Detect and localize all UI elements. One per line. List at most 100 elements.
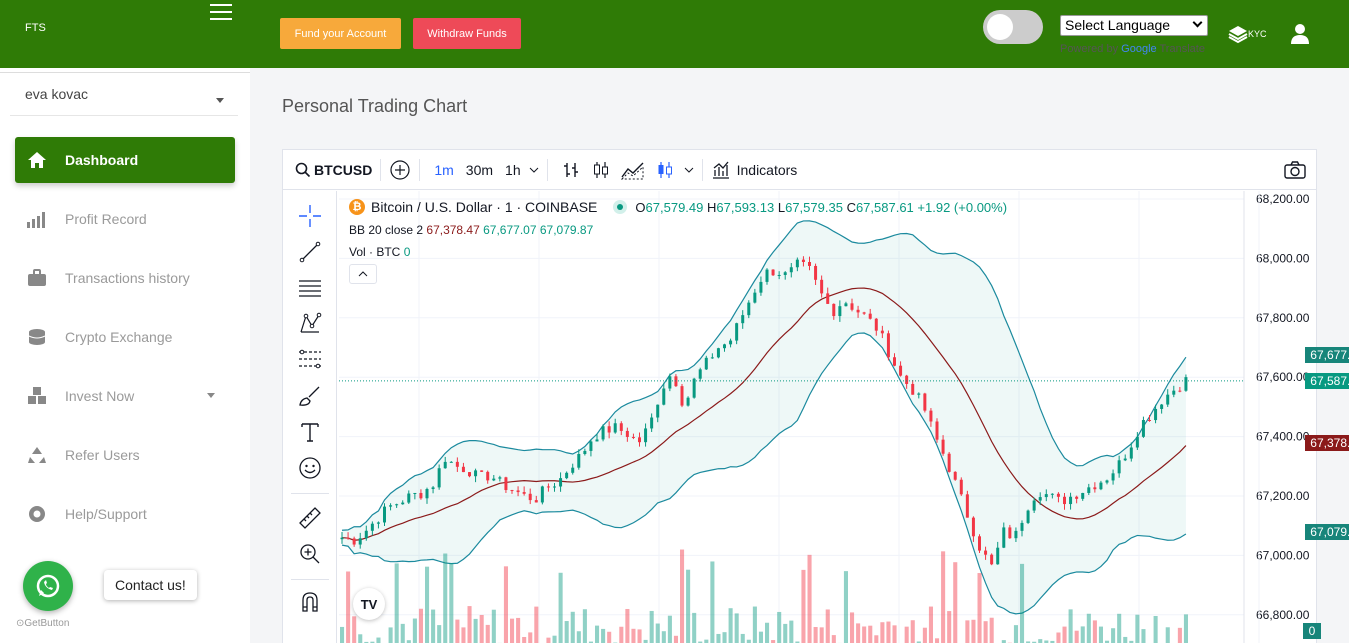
volume-bar (752, 606, 757, 643)
candle-body (346, 537, 350, 539)
sidebar-item-invest-now[interactable]: Invest Now (15, 373, 235, 419)
trend-line-icon[interactable] (297, 239, 323, 265)
volume-bar (1026, 641, 1031, 643)
hollow-candles-icon[interactable] (655, 160, 675, 180)
candle-body (510, 490, 514, 492)
layers-icon (1228, 26, 1248, 44)
volume-bar (965, 620, 970, 643)
user-menu[interactable]: eva kovac (10, 78, 238, 116)
area-chart-type-icon[interactable] (620, 160, 645, 180)
volume-bar (825, 609, 830, 643)
sidebar-item-label: Invest Now (65, 388, 135, 404)
candle-body (1032, 500, 1036, 511)
candle-body (1069, 496, 1073, 505)
candle-body (407, 493, 411, 503)
sidebar: FTS eva kovac Dashboard Profit Record Tr… (0, 0, 250, 643)
sidebar-item-transactions-history[interactable]: Transactions history (15, 255, 235, 301)
magnet-icon[interactable] (297, 589, 323, 615)
indicators-button[interactable]: Indicators (711, 160, 797, 180)
volume-bar (710, 561, 715, 643)
parallel-lines-icon[interactable] (297, 275, 323, 301)
volume-bar (412, 618, 417, 643)
chevron-down-icon[interactable] (529, 165, 539, 175)
volume-bar (880, 622, 885, 643)
bollinger-legend[interactable]: BB 20 close 2 67,378.47 67,677.07 67,079… (349, 223, 594, 237)
pattern-tool-icon[interactable] (297, 311, 323, 337)
candles-chart-type-icon[interactable] (591, 160, 611, 180)
crosshair-icon[interactable] (297, 203, 323, 229)
candlestick-chart: 68,200.00 68,000.00 67,800.00 67,600.00 67,4… (339, 191, 1310, 643)
timeframe-1h[interactable]: 1h (505, 161, 521, 178)
withdraw-funds-button[interactable]: Withdraw Funds (413, 18, 521, 49)
timeframe-1m[interactable]: 1m (434, 161, 454, 178)
sidebar-item-dashboard[interactable]: Dashboard (15, 137, 235, 183)
kyc-link[interactable]: KYC (1228, 24, 1267, 44)
volume-bar (552, 635, 557, 643)
candle-body (1014, 530, 1018, 539)
candle-body (783, 272, 787, 275)
chevron-down-icon[interactable] (684, 165, 694, 175)
search-icon (295, 162, 311, 177)
candle-body (565, 472, 569, 479)
candle-body (1184, 377, 1188, 391)
volume-bar (491, 609, 496, 643)
candle-body (808, 262, 811, 266)
symbol-title: Bitcoin / U.S. Dollar · 1 · COINBASE (371, 199, 598, 215)
candle-body (340, 537, 344, 540)
theme-toggle[interactable] (983, 10, 1043, 44)
ruler-icon[interactable] (297, 505, 323, 531)
symbol-search[interactable]: BTCUSD (295, 162, 372, 178)
volume-bar (1105, 640, 1110, 643)
sidebar-item-profit-record[interactable]: Profit Record (15, 196, 235, 242)
fib-retracement-icon[interactable] (297, 347, 323, 373)
price-chart[interactable]: 68,200.00 68,000.00 67,800.00 67,600.00 67,4… (339, 191, 1349, 643)
candle-body (480, 470, 484, 472)
text-tool-icon[interactable] (297, 419, 323, 445)
volume-bar (722, 632, 727, 643)
volume-bar (771, 640, 776, 643)
tradingview-logo[interactable]: TV (353, 588, 385, 620)
candle-body (553, 486, 556, 488)
timeframe-30m[interactable]: 30m (465, 161, 494, 178)
volume-bar (692, 612, 697, 643)
zoom-in-icon[interactable] (297, 541, 323, 567)
candle-body (383, 506, 386, 523)
candle-body (1087, 487, 1091, 493)
hamburger-menu-icon[interactable] (210, 4, 232, 22)
topbar: Fund your Account Withdraw Funds Select … (250, 0, 1349, 68)
volume-bar (479, 614, 484, 643)
fund-account-button[interactable]: Fund your Account (280, 18, 401, 49)
volume-bar (989, 617, 994, 643)
user-profile-icon[interactable] (1290, 23, 1310, 50)
volume-bar (1068, 609, 1073, 643)
volume-bar (947, 611, 952, 643)
sidebar-item-label: Transactions history (65, 270, 190, 286)
candle-body (692, 378, 696, 398)
candle-body (358, 538, 362, 545)
y-tick-label: 68,200.00 (1256, 192, 1310, 206)
camera-icon[interactable] (1284, 160, 1306, 180)
candle-body (401, 502, 405, 505)
home-icon (25, 148, 49, 172)
contact-us-tooltip[interactable]: Contact us! (104, 570, 197, 600)
volume-bar (400, 623, 405, 643)
candle-body (1178, 390, 1182, 392)
sidebar-item-label: Profit Record (65, 211, 147, 227)
ohlc-high: 67,593.13 (716, 199, 775, 215)
sidebar-item-crypto-exchange[interactable]: Crypto Exchange (15, 314, 235, 360)
bar-chart-type-icon[interactable] (561, 160, 581, 180)
getbutton-credit[interactable]: ⊙GetButton (16, 618, 70, 629)
volume-bar (904, 626, 909, 643)
candle-body (577, 453, 581, 468)
sidebar-item-refer-users[interactable]: Refer Users (15, 432, 235, 478)
whatsapp-button[interactable] (23, 561, 73, 611)
add-symbol-icon[interactable] (389, 159, 411, 181)
language-select[interactable]: Select Language (1060, 15, 1208, 36)
brush-icon[interactable] (297, 383, 323, 409)
volume-legend[interactable]: Vol · BTC 0 (349, 245, 411, 259)
sidebar-item-help-support[interactable]: Help/Support (15, 491, 235, 537)
collapse-legend-button[interactable] (349, 264, 377, 284)
ohlc-open: 67,579.49 (645, 199, 704, 215)
emoji-icon[interactable] (297, 455, 323, 481)
chevron-down-icon (207, 393, 215, 398)
